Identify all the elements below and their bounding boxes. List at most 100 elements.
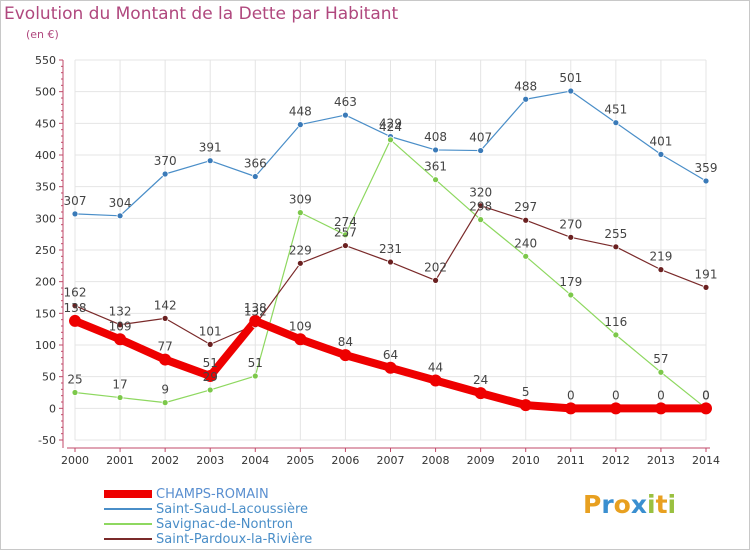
data-label: 451 (604, 103, 627, 117)
data-label: 0 (612, 388, 620, 402)
legend-label: Saint-Pardoux-la-Rivière (156, 531, 313, 547)
y-tick-label: 450 (35, 117, 56, 130)
data-label: 257 (334, 226, 357, 240)
data-label: 142 (154, 298, 177, 312)
legend-item: Saint-Saud-Lacoussière (104, 501, 309, 517)
data-label: 9 (161, 383, 169, 397)
data-point (296, 121, 304, 128)
legend-swatch (104, 490, 152, 498)
data-point (567, 87, 575, 95)
legend-label: Savignac-de-Nontron (156, 516, 294, 532)
data-point (477, 216, 485, 224)
data-point (161, 399, 169, 407)
x-tick-label: 2004 (241, 454, 269, 467)
data-label: 51 (248, 356, 263, 370)
data-point (612, 331, 620, 339)
x-tick-label: 2003 (196, 454, 224, 467)
chart-title: Evolution du Montant de la Dette par Hab… (4, 4, 399, 24)
data-label: 320 (469, 186, 492, 200)
data-label: 116 (604, 315, 627, 329)
data-label: 17 (112, 378, 127, 392)
legend-item: CHAMPS-ROMAIN (104, 487, 269, 502)
data-point (342, 242, 349, 249)
chart-unit-label: (en €) (26, 28, 59, 41)
y-tick-label: 350 (35, 181, 56, 194)
data-label: 274 (334, 215, 357, 229)
data-point (206, 340, 214, 348)
legend-item: Savignac-de-Nontron (104, 516, 294, 532)
data-point (657, 368, 665, 376)
data-label: 448 (289, 105, 312, 119)
data-point (432, 146, 439, 154)
x-tick-label: 2002 (151, 454, 179, 467)
data-point (249, 314, 262, 327)
y-tick-label: -50 (38, 434, 56, 447)
data-point (474, 387, 487, 400)
data-point (251, 173, 259, 180)
data-label: 132 (109, 305, 132, 319)
data-point (71, 389, 79, 396)
data-label: 408 (424, 130, 447, 144)
y-tick-label: 150 (35, 307, 56, 320)
data-label: 25 (67, 373, 82, 387)
data-point (657, 150, 665, 158)
data-label: 366 (244, 157, 267, 171)
data-label: 307 (64, 194, 87, 208)
data-point (700, 402, 712, 415)
logo-letter: i (667, 490, 677, 519)
logo-letter: o (613, 490, 631, 519)
data-label: 391 (199, 141, 222, 155)
y-tick-label: 500 (35, 86, 56, 99)
data-point (161, 170, 169, 178)
data-label: 0 (702, 388, 710, 402)
y-tick-label: 200 (35, 276, 56, 289)
data-label: 501 (559, 71, 582, 85)
data-point (159, 353, 172, 366)
data-label: 231 (379, 242, 402, 256)
legend-label: Saint-Saud-Lacoussière (156, 501, 309, 517)
logo-letter: t (655, 490, 668, 519)
data-label: 361 (424, 160, 447, 174)
data-point (116, 394, 124, 401)
data-label: 219 (649, 250, 672, 264)
data-label: 5 (522, 385, 530, 399)
data-point (339, 349, 352, 362)
y-tick-label: 250 (35, 244, 56, 257)
data-point (116, 321, 124, 329)
data-label: 77 (158, 340, 173, 354)
data-label: 255 (604, 227, 627, 241)
data-point (657, 266, 665, 274)
data-point (567, 291, 575, 299)
data-label: 109 (289, 319, 312, 333)
data-label: 401 (649, 134, 672, 148)
data-point (432, 176, 439, 184)
data-label: 0 (657, 388, 665, 402)
x-tick-label: 2012 (602, 454, 630, 467)
data-label: 109 (109, 319, 132, 333)
data-label: 309 (289, 193, 312, 207)
data-point (522, 216, 530, 224)
x-tick-label: 2006 (331, 454, 359, 467)
data-label: 24 (473, 373, 488, 387)
data-label: 84 (338, 335, 353, 349)
data-label: 64 (383, 348, 398, 362)
data-label: 297 (514, 200, 537, 214)
data-point (296, 209, 304, 217)
x-tick-label: 2011 (557, 454, 585, 467)
data-point (609, 402, 622, 415)
x-tick-label: 2007 (377, 454, 405, 467)
data-point (564, 402, 577, 415)
data-point (387, 258, 394, 266)
logo-letter: r (601, 490, 614, 519)
y-tick-label: 550 (35, 54, 56, 67)
y-tick-label: 400 (35, 149, 56, 162)
data-point (522, 252, 530, 260)
data-point (522, 95, 530, 103)
data-point (71, 210, 79, 218)
data-point (69, 314, 81, 327)
data-label: 202 (424, 260, 447, 274)
data-label: 488 (514, 79, 537, 93)
data-label: 0 (702, 388, 710, 402)
data-label: 101 (199, 324, 222, 338)
data-label: 429 (379, 117, 402, 131)
